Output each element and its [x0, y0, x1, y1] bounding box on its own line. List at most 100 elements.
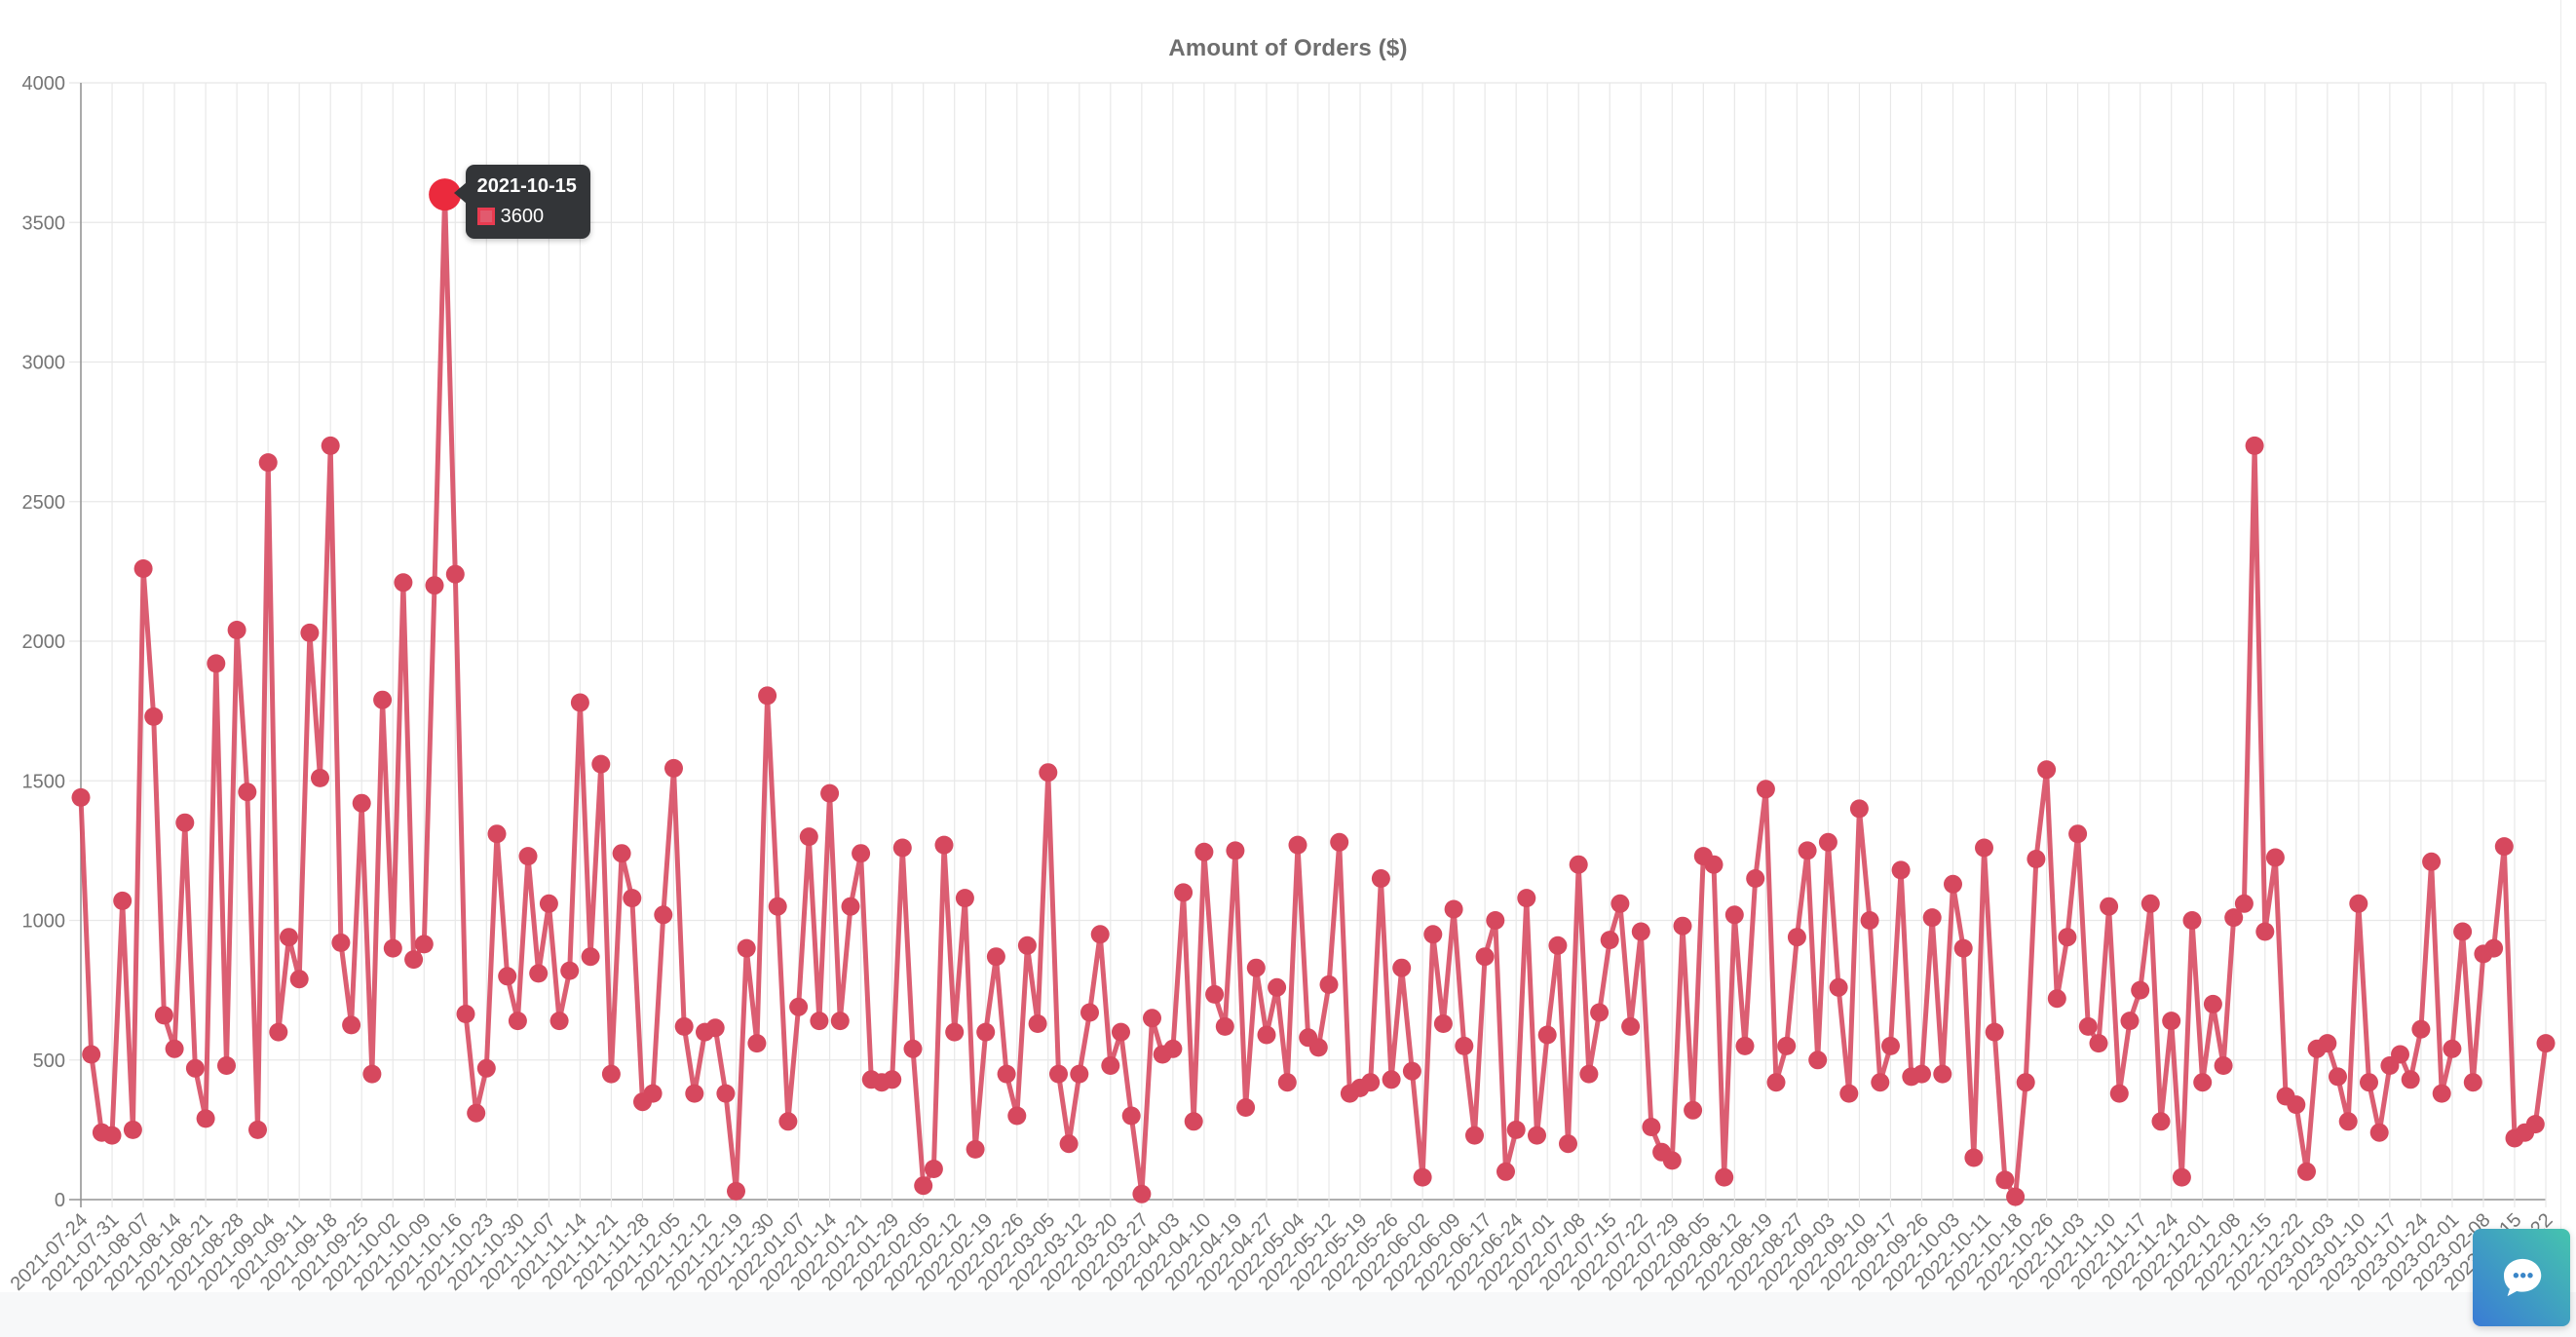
data-point[interactable] — [1465, 1126, 1484, 1145]
data-point[interactable] — [1080, 1003, 1099, 1022]
data-point[interactable] — [737, 938, 756, 958]
data-point[interactable] — [1995, 1170, 2015, 1190]
data-point[interactable] — [2131, 980, 2150, 1000]
data-point[interactable] — [165, 1039, 184, 1058]
data-point[interactable] — [1246, 958, 1266, 977]
data-point[interactable] — [997, 1064, 1016, 1084]
data-point[interactable] — [830, 1012, 850, 1031]
data-point[interactable] — [123, 1120, 142, 1139]
data-point[interactable] — [1319, 974, 1339, 994]
data-point[interactable] — [217, 1056, 236, 1075]
data-point[interactable] — [654, 905, 673, 925]
data-point[interactable] — [623, 889, 642, 908]
data-point[interactable] — [820, 783, 840, 803]
data-point[interactable] — [1121, 1106, 1141, 1126]
data-point[interactable] — [1777, 1036, 1797, 1055]
data-point[interactable] — [685, 1084, 704, 1103]
data-point[interactable] — [487, 824, 507, 844]
data-point[interactable] — [2078, 1016, 2098, 1036]
data-point[interactable] — [362, 1064, 382, 1084]
data-point[interactable] — [934, 835, 954, 855]
data-point[interactable] — [1143, 1009, 1161, 1028]
data-point[interactable] — [518, 847, 538, 866]
data-point[interactable] — [1049, 1064, 1068, 1084]
data-point[interactable] — [529, 964, 549, 983]
data-point[interactable] — [269, 1022, 288, 1042]
data-point[interactable] — [747, 1034, 767, 1053]
data-point[interactable] — [1559, 1134, 1577, 1154]
data-point[interactable] — [2536, 1034, 2556, 1053]
data-point[interactable] — [1944, 874, 1962, 894]
data-point[interactable] — [1684, 1100, 1703, 1120]
data-point[interactable] — [1985, 1022, 2004, 1042]
data-point[interactable] — [1330, 832, 1349, 852]
data-point[interactable] — [2109, 1084, 2129, 1103]
data-point[interactable] — [280, 928, 298, 947]
data-point[interactable] — [1268, 977, 1287, 997]
data-point[interactable] — [1277, 1073, 1297, 1092]
data-point[interactable] — [1017, 936, 1037, 955]
data-point[interactable] — [1569, 855, 1588, 874]
data-point[interactable] — [196, 1109, 215, 1128]
data-point[interactable] — [799, 827, 818, 847]
data-point[interactable] — [1537, 1025, 1557, 1045]
data-point[interactable] — [1610, 894, 1630, 913]
data-point[interactable] — [414, 935, 434, 954]
data-point[interactable] — [1964, 1148, 1984, 1167]
data-point[interactable] — [498, 967, 517, 986]
data-point[interactable] — [1590, 1003, 1610, 1022]
data-point[interactable] — [892, 838, 912, 858]
data-point[interactable] — [71, 787, 91, 807]
data-point[interactable] — [1975, 838, 1993, 858]
data-point[interactable] — [976, 1022, 996, 1042]
highlighted-data-point[interactable] — [429, 178, 462, 211]
data-point[interactable] — [2338, 1112, 2358, 1131]
data-point[interactable] — [1455, 1036, 1474, 1055]
data-point[interactable] — [549, 1012, 569, 1031]
data-point[interactable] — [1746, 869, 1765, 888]
data-point[interactable] — [1829, 977, 1848, 997]
data-point[interactable] — [82, 1045, 101, 1064]
data-point[interactable] — [2140, 894, 2160, 913]
data-point[interactable] — [1039, 763, 1058, 783]
data-point[interactable] — [1226, 841, 1245, 860]
data-point[interactable] — [601, 1064, 621, 1084]
data-point[interactable] — [404, 950, 424, 970]
data-point[interactable] — [2287, 1095, 2306, 1115]
data-point[interactable] — [2265, 848, 2285, 867]
data-point[interactable] — [966, 1139, 985, 1159]
data-point[interactable] — [1090, 925, 1110, 944]
data-point[interactable] — [425, 576, 444, 595]
data-point[interactable] — [2224, 908, 2244, 928]
data-point[interactable] — [1922, 908, 1942, 928]
data-point[interactable] — [1413, 1167, 1432, 1187]
data-point[interactable] — [841, 897, 860, 916]
data-point[interactable] — [1621, 1016, 1641, 1036]
data-point[interactable] — [1662, 1151, 1682, 1170]
data-point[interactable] — [2068, 824, 2088, 844]
data-point[interactable] — [2193, 1073, 2213, 1092]
chat-widget-button[interactable] — [2473, 1229, 2570, 1326]
orders-line-chart[interactable]: 0 500 1000 1500 2000 2500 3000 3500 40002021-07-… — [0, 0, 2576, 1292]
data-point[interactable] — [612, 844, 631, 863]
data-point[interactable] — [1808, 1050, 1828, 1070]
data-point[interactable] — [2391, 1045, 2409, 1064]
data-point[interactable] — [914, 1176, 933, 1196]
data-point[interactable] — [1891, 860, 1911, 880]
data-point[interactable] — [2027, 850, 2046, 868]
data-point[interactable] — [238, 783, 257, 802]
data-point[interactable] — [289, 970, 309, 989]
data-point[interactable] — [789, 997, 809, 1016]
data-point[interactable] — [2047, 989, 2066, 1009]
data-point[interactable] — [1528, 1126, 1546, 1145]
data-point[interactable] — [539, 894, 558, 913]
data-point[interactable] — [1798, 841, 1817, 860]
data-point[interactable] — [883, 1070, 902, 1089]
data-point[interactable] — [1715, 1167, 1734, 1187]
data-point[interactable] — [2234, 894, 2254, 913]
data-point[interactable] — [2443, 1039, 2462, 1058]
data-point[interactable] — [955, 889, 974, 908]
data-point[interactable] — [1236, 1098, 1256, 1117]
data-point[interactable] — [1600, 931, 1619, 950]
data-point[interactable] — [476, 1058, 496, 1078]
